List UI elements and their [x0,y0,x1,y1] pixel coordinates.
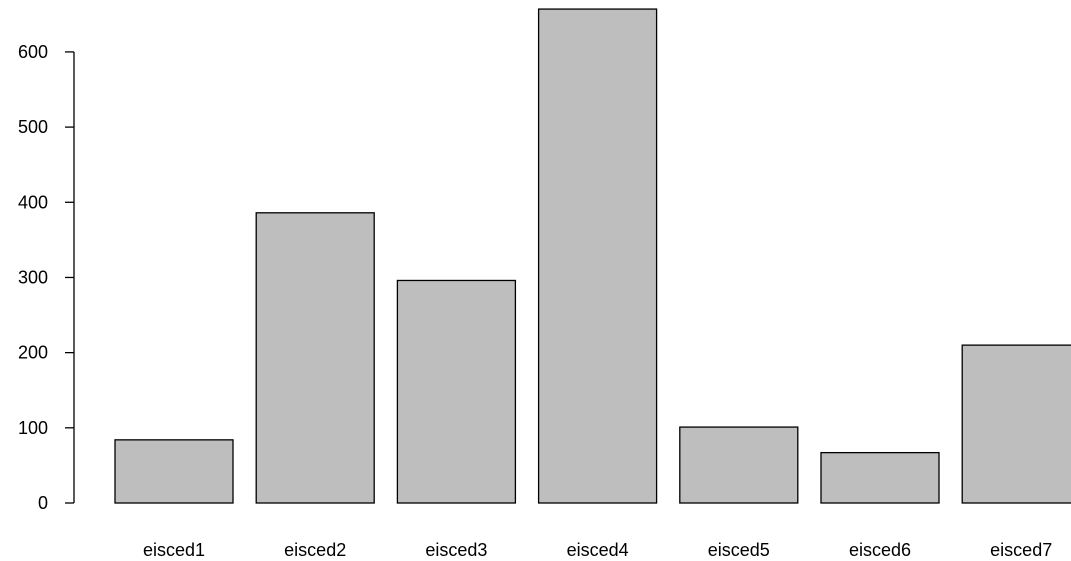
y-tick-label: 400 [18,192,48,212]
bar-eisced2 [255,212,375,504]
y-tick-label: 100 [18,418,48,438]
x-category-label: eisced4 [567,540,629,560]
y-tick-label: 300 [18,267,48,287]
x-axis-labels: eisced1 eisced2 eisced3 eisced4 eisced5 eisce… [143,540,1052,560]
x-category-label: eisced2 [284,540,346,560]
y-tick-label: 600 [18,42,48,62]
y-tick-label: 500 [18,117,48,137]
bar-eisced5 [679,426,799,504]
bar-eisced1 [114,439,234,504]
bar-eisced7 [961,344,1071,504]
x-category-label: eisced5 [708,540,770,560]
y-tick-label: 0 [38,493,48,513]
x-category-label: eisced1 [143,540,205,560]
bar-eisced6 [820,451,940,504]
x-category-label: eisced3 [425,540,487,560]
bars [114,8,1071,504]
bar-eisced3 [396,279,517,504]
y-axis: 0 100 200 300 400 500 600 [18,42,75,513]
x-category-label: eisced7 [990,540,1052,560]
bar-eisced4 [537,8,658,504]
x-category-label: eisced6 [849,540,911,560]
y-tick-label: 200 [18,343,48,363]
